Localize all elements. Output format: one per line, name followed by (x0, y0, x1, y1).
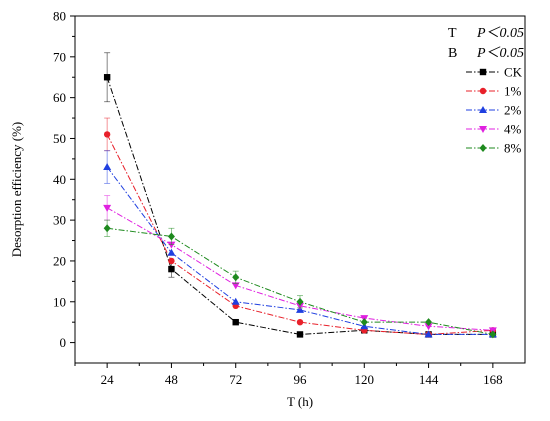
data-point (231, 297, 240, 305)
data-point (167, 248, 176, 256)
x-tick-label: 96 (294, 372, 308, 387)
data-point (103, 204, 112, 212)
x-tick-label: 120 (355, 372, 375, 387)
legend-label: CK (504, 65, 523, 80)
y-tick-label: 70 (53, 49, 66, 64)
y-tick-label: 0 (60, 335, 67, 350)
x-tick-label: 168 (483, 372, 503, 387)
data-point (232, 318, 239, 326)
annotation-label: B (448, 46, 457, 61)
data-point (360, 318, 368, 327)
legend-marker (479, 68, 487, 76)
legend-label: 8% (504, 141, 522, 156)
y-tick-label: 50 (53, 131, 66, 146)
annotation-text: P＜0.05 (476, 46, 524, 61)
data-point (167, 241, 176, 249)
legend-marker (479, 126, 487, 133)
data-point (296, 297, 304, 306)
x-tick-label: 24 (101, 372, 115, 387)
series-0 (103, 52, 497, 338)
x-axis-title: T (h) (287, 394, 313, 409)
data-point (489, 330, 497, 339)
legend-label: 4% (504, 122, 522, 137)
data-point (231, 282, 240, 290)
y-axis-title: Desorption efficiency (%) (9, 122, 24, 257)
data-point (296, 331, 304, 338)
legend-marker (479, 144, 487, 152)
x-tick-label: 144 (419, 372, 439, 387)
x-tick-label: 72 (229, 372, 242, 387)
y-tick-label: 60 (53, 90, 66, 105)
significance-annotations: T P＜0.05 B P＜0.05 (448, 26, 524, 61)
legend: CK 1% 2% 4% 8% (466, 65, 523, 156)
legend-label: 2% (504, 103, 522, 118)
series-4 (103, 219, 497, 339)
data-point (103, 74, 111, 81)
data-point (167, 232, 175, 241)
y-tick-label: 80 (53, 9, 66, 24)
data-point (168, 265, 175, 273)
legend-marker (479, 106, 487, 113)
legend-label: 1% (504, 84, 522, 99)
plot-area: 0 10 20 30 40 50 60 70 80 24 48 72 96 120 144 168 T (h) D… (9, 9, 526, 409)
data-point (424, 323, 433, 331)
data-point (103, 131, 111, 138)
data-point (296, 318, 304, 326)
data-point (425, 318, 433, 327)
y-tick-label: 10 (53, 294, 66, 309)
data-point (168, 257, 175, 265)
y-tick-label: 30 (53, 213, 66, 228)
data-point (103, 224, 111, 233)
annotation-text: P＜0.05 (476, 26, 524, 41)
y-tick-label: 40 (53, 172, 66, 187)
y-tick-label: 20 (53, 253, 66, 268)
data-point (232, 273, 240, 282)
legend-marker (479, 87, 487, 95)
series-3 (103, 195, 497, 335)
x-tick-label: 48 (165, 372, 178, 387)
annotation-label: T (448, 26, 457, 41)
data-point (103, 163, 112, 171)
data-point (424, 330, 433, 338)
